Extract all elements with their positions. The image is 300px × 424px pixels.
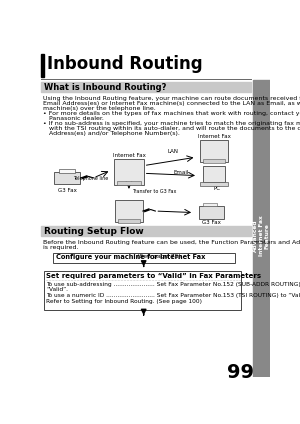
Bar [200, 140, 228, 162]
Text: is required.: is required. [43, 245, 78, 250]
Text: PC: PC [214, 187, 221, 191]
Text: Panasonic dealer.: Panasonic dealer. [43, 116, 104, 121]
Text: Routing Setup Flow: Routing Setup Flow [44, 227, 144, 236]
Text: Advanced
Internet Fax
Feature: Advanced Internet Fax Feature [253, 215, 270, 256]
Text: Refer to Setting for Inbound Routing. (See page 100): Refer to Setting for Inbound Routing. (S… [46, 299, 202, 304]
Text: Before the Inbound Routing feature can be used, the Function Parameters and Addr: Before the Inbound Routing feature can b… [43, 240, 300, 245]
Bar [203, 166, 225, 182]
Text: To use a numeric ID .......................... Set Fax Parameter No.153 (TSI ROU: To use a numeric ID ....................… [46, 293, 300, 298]
Bar [200, 206, 224, 219]
Text: (See page 75): (See page 75) [135, 254, 181, 259]
Text: Address(es) and/or Telephone Number(s).: Address(es) and/or Telephone Number(s). [43, 131, 180, 137]
Text: Internet Fax: Internet Fax [198, 134, 231, 139]
Bar [41, 226, 250, 237]
Bar [118, 219, 140, 223]
Bar [253, 80, 270, 377]
Bar [53, 253, 235, 262]
Text: • If no sub-address is specified, your machine tries to match the originating fa: • If no sub-address is specified, your m… [43, 121, 300, 126]
Text: G3 Fax: G3 Fax [202, 220, 221, 225]
Text: Set required parameters to “Valid” in Fax Parameters: Set required parameters to “Valid” in Fa… [46, 273, 261, 279]
Bar [59, 169, 75, 173]
Text: “Valid”.: “Valid”. [46, 287, 68, 292]
Bar [202, 203, 217, 206]
Text: Inbound Routing: Inbound Routing [47, 55, 202, 73]
Text: G3 Fax: G3 Fax [58, 188, 76, 193]
Text: Internet Fax: Internet Fax [112, 153, 146, 158]
Text: • For more details on the types of fax machines that work with routing, contact : • For more details on the types of fax m… [43, 112, 300, 116]
Bar [116, 181, 141, 185]
Text: Configure your machine for Internet Fax: Configure your machine for Internet Fax [56, 254, 206, 260]
Text: machine(s) over the telephone line.: machine(s) over the telephone line. [43, 106, 156, 111]
Text: Email Address(es) or Internet Fax machine(s) connected to the LAN as Email, as w: Email Address(es) or Internet Fax machin… [43, 100, 300, 106]
Text: Telephone line: Telephone line [73, 176, 108, 181]
Text: with the TSI routing within its auto-dialer, and will route the documents to the: with the TSI routing within its auto-dia… [43, 126, 300, 131]
Text: Transfer to G3 Fax: Transfer to G3 Fax [132, 190, 176, 195]
Bar [41, 54, 44, 77]
Bar [54, 172, 80, 184]
Text: What is Inbound Routing?: What is Inbound Routing? [44, 83, 167, 92]
Text: Email: Email [173, 170, 189, 175]
Text: LAN: LAN [168, 149, 178, 154]
Bar [115, 200, 143, 222]
Bar [41, 82, 250, 92]
Bar [200, 182, 228, 186]
Bar [114, 159, 144, 185]
Text: 99: 99 [227, 363, 254, 382]
Text: To use sub-addressing ...................... Set Fax Parameter No.152 (SUB-ADDR : To use sub-addressing ..................… [46, 282, 300, 287]
Bar [203, 159, 225, 162]
Text: Using the Inbound Routing feature, your machine can route documents received fro: Using the Inbound Routing feature, your … [43, 95, 300, 100]
Bar [44, 271, 241, 310]
